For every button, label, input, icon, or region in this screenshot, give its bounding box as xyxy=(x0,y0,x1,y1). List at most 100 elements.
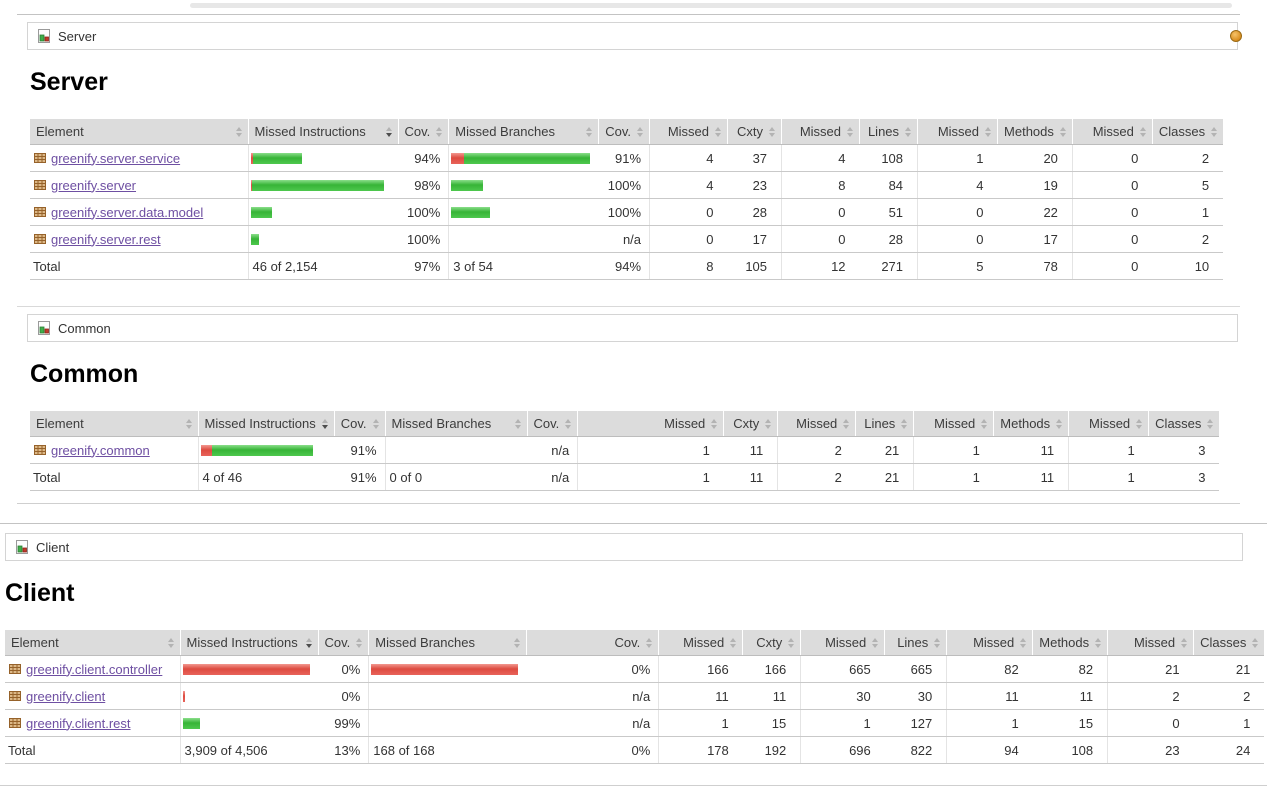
col-header-classes-12[interactable]: Classes xyxy=(1193,630,1265,656)
col-header-label: Cov. xyxy=(340,416,367,431)
package-link[interactable]: greenify.server.service xyxy=(51,150,181,166)
covered-bar-segment xyxy=(253,152,303,164)
coverage-bar-cell xyxy=(179,709,318,737)
col-header-cov-4[interactable]: Cov. xyxy=(526,411,578,437)
col-header-missed-instructions-1[interactable]: Missed Instructions xyxy=(197,411,335,437)
coverage-bar xyxy=(182,663,315,675)
package-link[interactable]: greenify.server.data.model xyxy=(51,204,204,220)
sort-up-arrow xyxy=(167,637,174,642)
col-header-cov-4[interactable]: Cov. xyxy=(598,119,650,145)
col-header-missed-9[interactable]: Missed xyxy=(913,411,994,437)
col-header-element-0[interactable]: Element xyxy=(30,411,198,437)
col-header-label: Methods xyxy=(1000,416,1051,431)
total-metric-value-cell: 108 xyxy=(1032,736,1108,764)
col-header-missed-11[interactable]: Missed xyxy=(1107,630,1194,656)
coverage-percent-cell: n/a xyxy=(527,436,578,464)
sort-icon xyxy=(715,126,722,137)
total-metric-value-cell: 696 xyxy=(800,736,885,764)
col-header-cxty-6[interactable]: Cxty xyxy=(723,411,778,437)
col-header-missed-5[interactable]: Missed xyxy=(577,411,724,437)
col-header-missed-branches-3[interactable]: Missed Branches xyxy=(384,411,528,437)
total-metric-value-cell: 2 xyxy=(777,463,856,491)
package-icon xyxy=(8,662,22,676)
package-link[interactable]: greenify.server.rest xyxy=(51,231,161,247)
metric-value-cell: 22 xyxy=(997,198,1073,226)
col-header-element-0[interactable]: Element xyxy=(5,630,180,656)
sort-up-arrow xyxy=(769,126,776,131)
sort-down-arrow xyxy=(901,424,908,429)
metric-value-cell: 4 xyxy=(917,171,998,199)
sort-down-arrow xyxy=(167,643,174,648)
col-header-missed-9[interactable]: Missed xyxy=(946,630,1033,656)
col-header-missed-7[interactable]: Missed xyxy=(777,411,856,437)
col-header-cov-4[interactable]: Cov. xyxy=(526,630,659,656)
sort-icon xyxy=(843,418,850,429)
section-divider xyxy=(17,306,1240,307)
metric-value-cell: 17 xyxy=(727,225,782,253)
sort-up-arrow xyxy=(715,126,722,131)
coverage-bar-cell xyxy=(247,225,398,253)
col-header-cxty-6[interactable]: Cxty xyxy=(727,119,782,145)
sort-up-arrow xyxy=(765,418,772,423)
total-missed-instructions-cell: 46 of 2,154 xyxy=(247,252,398,280)
package-link[interactable]: greenify.common xyxy=(51,442,150,458)
col-header-missed-11[interactable]: Missed xyxy=(1068,411,1149,437)
col-header-missed-5[interactable]: Missed xyxy=(658,630,743,656)
col-header-missed-9[interactable]: Missed xyxy=(917,119,998,145)
coverage-percent-cell: n/a xyxy=(526,709,659,737)
total-metric-value-cell: 21 xyxy=(855,463,914,491)
col-header-methods-10[interactable]: Methods xyxy=(1032,630,1108,656)
col-header-cov-2[interactable]: Cov. xyxy=(333,411,386,437)
col-header-missed-branches-3[interactable]: Missed Branches xyxy=(448,119,599,145)
coverage-bar-cell xyxy=(197,436,335,464)
sort-down-arrow xyxy=(715,132,722,137)
col-header-lines-8[interactable]: Lines xyxy=(855,411,914,437)
breadcrumb-bar: Common xyxy=(27,314,1238,342)
coverage-bar-cell xyxy=(368,682,527,710)
metric-value-cell: 665 xyxy=(884,655,947,683)
metric-value-cell: 1 xyxy=(913,436,994,464)
col-header-classes-12[interactable]: Classes xyxy=(1151,119,1224,145)
session-icon[interactable] xyxy=(1230,30,1242,42)
col-header-missed-7[interactable]: Missed xyxy=(781,119,860,145)
package-link[interactable]: greenify.client xyxy=(26,688,106,704)
col-header-lines-8[interactable]: Lines xyxy=(859,119,918,145)
package-icon xyxy=(33,178,47,192)
package-link[interactable]: greenify.client.rest xyxy=(26,715,131,731)
sort-icon xyxy=(985,126,992,137)
package-link[interactable]: greenify.server xyxy=(51,177,137,193)
col-header-cov-2[interactable]: Cov. xyxy=(317,630,369,656)
col-header-missed-instructions-1[interactable]: Missed Instructions xyxy=(247,119,398,145)
sort-down-arrow xyxy=(514,643,521,648)
sort-down-arrow xyxy=(1211,132,1218,137)
coverage-percent-cell: 100% xyxy=(598,171,650,199)
sort-down-arrow xyxy=(235,132,242,137)
metric-value-cell: 20 xyxy=(997,144,1073,172)
sort-down-arrow xyxy=(788,643,795,648)
package-link[interactable]: greenify.client.controller xyxy=(26,661,163,677)
sort-icon xyxy=(586,126,593,137)
horizontal-scrollbar-thumb[interactable] xyxy=(190,3,1232,8)
sort-down-arrow xyxy=(1207,424,1214,429)
col-header-lines-8[interactable]: Lines xyxy=(884,630,947,656)
sort-up-arrow xyxy=(305,637,312,642)
col-header-label: Lines xyxy=(897,635,929,650)
col-header-missed-5[interactable]: Missed xyxy=(649,119,728,145)
col-header-label: Cov. xyxy=(614,635,641,650)
col-header-missed-11[interactable]: Missed xyxy=(1071,119,1153,145)
col-header-cov-2[interactable]: Cov. xyxy=(397,119,449,145)
col-header-missed-branches-3[interactable]: Missed Branches xyxy=(368,630,527,656)
col-header-label: Classes xyxy=(1158,124,1206,139)
col-header-methods-10[interactable]: Methods xyxy=(993,411,1069,437)
col-header-label: Missed xyxy=(1088,416,1131,431)
col-header-missed-instructions-1[interactable]: Missed Instructions xyxy=(179,630,318,656)
col-header-cxty-6[interactable]: Cxty xyxy=(742,630,801,656)
col-header-label: Missed xyxy=(1133,635,1176,650)
total-missed-branches-cell: 0 of 0 xyxy=(384,463,528,491)
total-metric-value-cell: 8 xyxy=(649,252,728,280)
col-header-classes-12[interactable]: Classes xyxy=(1148,411,1220,437)
metric-value-cell: 2 xyxy=(777,436,856,464)
col-header-methods-10[interactable]: Methods xyxy=(997,119,1073,145)
col-header-element-0[interactable]: Element xyxy=(30,119,248,145)
col-header-missed-7[interactable]: Missed xyxy=(800,630,885,656)
